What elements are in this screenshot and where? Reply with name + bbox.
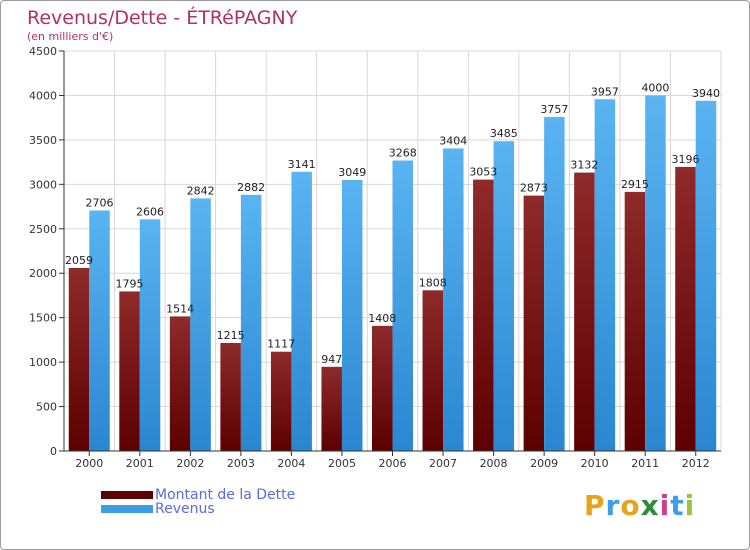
- bar-debt: [372, 325, 393, 451]
- x-tick-label: 2010: [581, 457, 609, 470]
- y-tick-label: 0: [50, 445, 57, 458]
- data-label-revenue: 2882: [237, 181, 265, 194]
- bar-debt: [220, 343, 241, 451]
- y-tick-label: 4000: [29, 89, 57, 102]
- data-label-debt: 3132: [570, 159, 598, 172]
- y-tick-label: 3000: [29, 178, 57, 191]
- legend-swatch-debt: [101, 491, 153, 499]
- logo-letter: t: [670, 489, 685, 522]
- bar-debt: [321, 366, 342, 451]
- data-label-revenue: 3268: [389, 147, 417, 160]
- data-label-debt: 2873: [520, 182, 548, 195]
- bar-revenue: [139, 219, 161, 451]
- bar-revenue: [544, 117, 565, 452]
- bar-revenue: [645, 95, 666, 451]
- bar-revenue: [443, 148, 464, 451]
- x-tick-label: 2007: [429, 457, 457, 470]
- bar-debt: [169, 316, 191, 451]
- bar-revenue: [190, 198, 211, 451]
- data-label-debt: 2059: [65, 254, 93, 267]
- y-tick-label: 500: [36, 401, 57, 414]
- bar-debt: [422, 290, 444, 451]
- bar-debt: [675, 166, 696, 451]
- bars: [68, 95, 717, 452]
- data-label-debt: 1408: [368, 312, 396, 325]
- bar-revenue: [392, 160, 413, 451]
- data-label-debt: 1795: [116, 277, 144, 290]
- y-tick-label: 2500: [29, 223, 57, 236]
- bar-debt: [523, 195, 545, 451]
- data-label-revenue: 3141: [288, 158, 316, 171]
- bar-debt: [68, 267, 90, 451]
- data-label-debt: 1514: [166, 302, 194, 315]
- logo-letter: o: [620, 489, 641, 522]
- bar-revenue: [89, 210, 110, 451]
- data-label-revenue: 2606: [136, 205, 164, 218]
- x-tick-label: 2005: [328, 457, 356, 470]
- legend-label-revenue: Revenus: [155, 501, 215, 517]
- data-label-revenue: 3757: [540, 103, 568, 116]
- bar-revenue: [493, 141, 515, 451]
- bar-debt: [270, 351, 292, 451]
- x-tick-label: 2006: [379, 457, 407, 470]
- bar-revenue: [291, 171, 312, 452]
- data-labels: 2059 2706 1795 2606 1514 2842 1215 2882 1117 3141…: [65, 81, 720, 365]
- x-tick-label: 2008: [480, 457, 508, 470]
- bar-debt: [473, 179, 494, 451]
- legend-item-debt: Montant de la Dette: [101, 487, 295, 503]
- data-label-debt: 1215: [217, 329, 245, 342]
- proxiti-logo: Proxiti: [584, 489, 695, 522]
- x-tick-label: 2011: [631, 457, 659, 470]
- data-label-revenue: 4000: [641, 81, 669, 94]
- logo-letter: r: [605, 489, 621, 522]
- y-tick-label: 2000: [29, 267, 57, 280]
- data-label-revenue: 2842: [187, 184, 215, 197]
- bar-debt: [119, 291, 140, 451]
- logo-letter: x: [640, 489, 660, 522]
- bar-debt: [574, 172, 595, 451]
- y-tick-label: 3500: [29, 134, 57, 147]
- axes: 0 500 1000 1500 2000 2500 3000 3500 4000 4500 2000…: [29, 45, 721, 470]
- y-tick-label: 1500: [29, 312, 57, 325]
- data-label-debt: 3053: [469, 166, 497, 179]
- data-label-revenue: 3485: [490, 127, 518, 140]
- legend-label-debt: Montant de la Dette: [155, 487, 296, 503]
- chart-title: Revenus/Dette - ÉTRéPAGNY: [27, 7, 298, 29]
- y-tick-label: 1000: [29, 356, 57, 369]
- y-tick-label: 4500: [29, 45, 57, 58]
- chart-subtitle: (en milliers d'€): [27, 30, 114, 43]
- logo-letter: P: [584, 489, 606, 522]
- data-label-revenue: 3940: [692, 87, 720, 100]
- data-label-debt: 947: [321, 353, 342, 366]
- x-tick-label: 2009: [530, 457, 558, 470]
- legend-item-revenue: Revenus: [101, 501, 215, 517]
- data-label-debt: 3196: [671, 153, 699, 166]
- data-label-debt: 1117: [267, 338, 295, 351]
- bar-revenue: [594, 99, 616, 452]
- bar-revenue: [240, 194, 262, 452]
- data-label-revenue: 3404: [439, 134, 467, 147]
- x-tick-label: 2004: [277, 457, 305, 470]
- x-tick-label: 2001: [126, 457, 154, 470]
- bar-debt: [624, 191, 646, 451]
- x-tick-label: 2012: [682, 457, 710, 470]
- logo-letter: i: [659, 489, 671, 522]
- data-label-debt: 1808: [419, 276, 447, 289]
- logo-letter: i: [684, 489, 696, 522]
- bar-revenue: [341, 179, 363, 451]
- data-label-revenue: 2706: [86, 196, 114, 209]
- x-tick-label: 2000: [75, 457, 103, 470]
- data-label-revenue: 3049: [338, 166, 366, 179]
- x-tick-label: 2003: [227, 457, 255, 470]
- data-label-debt: 2915: [621, 178, 649, 191]
- data-label-revenue: 3957: [591, 85, 619, 98]
- x-tick-label: 2002: [176, 457, 204, 470]
- bar-revenue: [695, 100, 717, 452]
- legend-swatch-revenue: [101, 505, 153, 513]
